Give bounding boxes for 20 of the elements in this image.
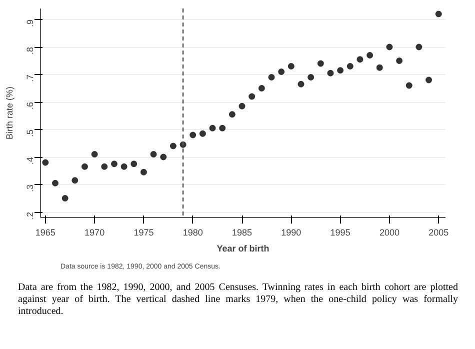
y-tick-label: .5 (25, 129, 35, 138)
x-tick-label: 2005 (428, 228, 449, 238)
y-tick-label: .2 (25, 212, 35, 220)
text: Data are from the 1982, 1990, 2000, and 2005 Censuses. Twinning rates in each birth cohort are plotted against year of birth. The vertical dashed line marks 1979, when the one-child policy was formally introduced. (18, 282, 458, 318)
x-tick-label: 1970 (84, 228, 105, 238)
y-tick-label: .3 (25, 184, 35, 192)
y-tick-label: .7 (25, 74, 35, 82)
x-tick-label: 1995 (330, 228, 350, 238)
x-tick-label: 1965 (35, 228, 56, 238)
y-tick-label: .6 (25, 102, 35, 110)
x-axis-title: Year of birth (216, 244, 270, 254)
x-tick-label: 1990 (281, 228, 302, 238)
x-tick-label: 1985 (232, 228, 252, 238)
x-tick-label: 1975 (134, 228, 154, 238)
x-tick-label: 1980 (182, 228, 203, 238)
y-axis-title: Birth rate (%) (4, 86, 14, 140)
y-tick-label: .9 (25, 19, 35, 28)
y-tick-label: .4 (25, 156, 35, 165)
x-tick-label: 2000 (379, 228, 400, 238)
y-tick-label: .8 (25, 46, 35, 55)
